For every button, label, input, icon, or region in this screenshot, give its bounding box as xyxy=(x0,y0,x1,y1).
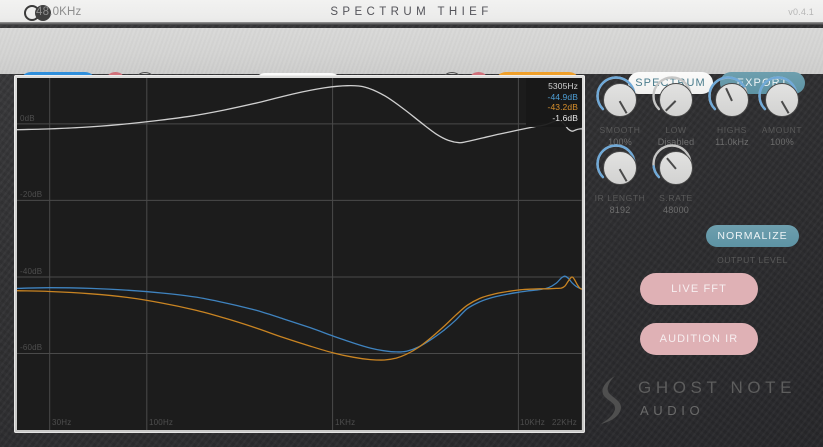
knob-label: HIGHS xyxy=(717,125,747,135)
normalize-button[interactable]: NORMALIZE xyxy=(706,225,799,247)
knob-cell-s-rate: S.RATE 48000 xyxy=(649,144,703,215)
knob-value: Disabled xyxy=(657,137,695,147)
version-label: v0.4.1 xyxy=(788,7,814,17)
knob-amount[interactable] xyxy=(765,83,799,117)
title-bar: 48.0KHz SPECTRUM THIEF v0.4.1 xyxy=(0,0,823,25)
knob-label: IR LENGTH xyxy=(594,193,646,203)
knob-value: 8192 xyxy=(609,205,631,215)
knob-low[interactable] xyxy=(659,83,693,117)
knob-indicator xyxy=(666,157,677,170)
brand-subtitle: AUDIO xyxy=(640,403,705,418)
control-panel: SMOOTH 100% LOW Disabled HIGHS 11.0kHz AMOUNT 1… xyxy=(588,75,809,433)
knob-cell-amount: AMOUNT 100% xyxy=(755,76,809,147)
curve-source xyxy=(17,276,582,361)
knob-indicator xyxy=(725,87,733,102)
knob-cell-low: LOW Disabled xyxy=(649,76,703,147)
toggle-dot xyxy=(35,5,51,21)
live-fft-button[interactable]: LIVE FFT xyxy=(640,273,758,305)
knob-label: AMOUNT xyxy=(761,125,803,135)
readout-source-db: -43.2dB xyxy=(547,102,578,112)
knob-ir-length[interactable] xyxy=(603,151,637,185)
spectrum-graph-bezel: 30Hz 100Hz 1KHz 10KHz 22KHz 0dB -20dB -40dB -60d… xyxy=(14,75,585,433)
knob-indicator xyxy=(781,100,790,114)
knob-value: 48000 xyxy=(662,205,690,215)
knob-value: 11.0kHz xyxy=(715,137,749,147)
toolbar: TARGET X < SWAP > X SOURCE SPECTRUM EXPO… xyxy=(0,28,823,94)
sample-rate-label: 48.0KHz xyxy=(36,6,82,18)
curve-result xyxy=(17,84,582,144)
knob-indicator xyxy=(665,100,677,112)
bypass-toggle-icon[interactable] xyxy=(24,5,58,21)
spectrum-curves xyxy=(17,78,582,430)
knob-value: 100% xyxy=(608,137,632,147)
knob-indicator xyxy=(619,100,628,114)
knob-label: S.RATE xyxy=(659,193,693,203)
knob-s-rate[interactable] xyxy=(659,151,693,185)
knob-value: 100% xyxy=(770,137,794,147)
brand-name: GHOST NOTE xyxy=(638,378,797,397)
audition-ir-button[interactable]: AUDITION IR xyxy=(640,323,758,355)
readout-frequency: 5305Hz xyxy=(548,81,578,91)
page-title: SPECTRUM THIEF xyxy=(330,6,493,18)
readout-target-db: -44.9dB xyxy=(547,91,578,102)
cursor-readout: 5305Hz -44.9dB -43.2dB -1.6dB xyxy=(526,78,582,127)
readout-result-db: -1.6dB xyxy=(552,112,578,123)
knob-cell-highs: HIGHS 11.0kHz xyxy=(705,76,759,147)
knob-label: LOW xyxy=(665,125,687,135)
knob-cell-ir-length: IR LENGTH 8192 xyxy=(593,144,647,215)
knob-cell-smooth: SMOOTH 100% xyxy=(593,76,647,147)
output-level-label: OUTPUT LEVEL xyxy=(717,255,788,265)
curve-target xyxy=(17,275,582,353)
ghost-note-mark-icon xyxy=(601,376,622,424)
knob-smooth[interactable] xyxy=(603,83,637,117)
brand-logo: GHOST NOTE AUDIO xyxy=(596,370,806,430)
knob-label: SMOOTH xyxy=(599,125,641,135)
spectrum-graph[interactable]: 30Hz 100Hz 1KHz 10KHz 22KHz 0dB -20dB -40dB -60d… xyxy=(17,78,582,430)
knob-highs[interactable] xyxy=(715,83,749,117)
knob-indicator xyxy=(619,168,628,182)
